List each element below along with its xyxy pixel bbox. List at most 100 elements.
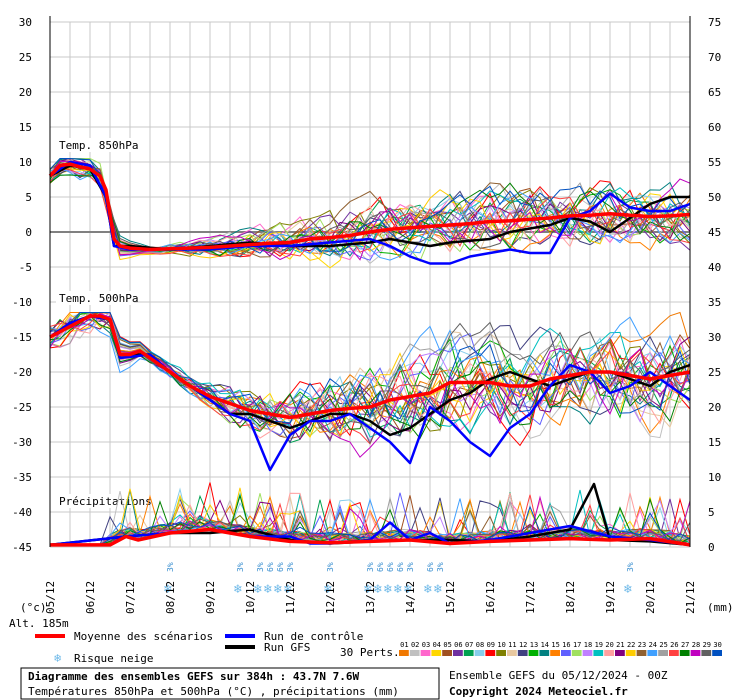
perturbation-swatch bbox=[485, 650, 496, 656]
perturbation-swatch bbox=[442, 650, 452, 656]
snow-risk-percent: 6% bbox=[276, 562, 285, 572]
snow-risk-percent: 3% bbox=[626, 562, 635, 572]
snowflake-icon: ❄ bbox=[423, 582, 432, 597]
left-tick-label: -10 bbox=[12, 296, 32, 309]
member-30-precip-line bbox=[50, 505, 691, 546]
perturbation-swatch bbox=[582, 650, 593, 656]
perturbation-swatch bbox=[507, 650, 517, 656]
snowflake-icon: ❄ bbox=[363, 582, 372, 597]
right-tick-label: 15 bbox=[708, 436, 721, 449]
left-tick-label: 30 bbox=[19, 16, 32, 29]
perturbation-swatch bbox=[625, 650, 636, 656]
mean-temp850-line bbox=[48, 162, 691, 252]
perturbation-code: 04 bbox=[433, 641, 441, 649]
perturbation-code: 12 bbox=[519, 641, 527, 649]
left-tick-label: 15 bbox=[19, 121, 32, 134]
perturbation-code: 25 bbox=[659, 641, 667, 649]
snow-risk-percent: 3% bbox=[256, 562, 265, 572]
snowflake-icon: ❄ bbox=[263, 582, 272, 597]
legend-mean-label: Moyenne des scénarios bbox=[74, 630, 213, 643]
left-tick-label: 25 bbox=[19, 51, 32, 64]
right-tick-label: 20 bbox=[708, 401, 721, 414]
left-tick-label: -15 bbox=[12, 331, 32, 344]
chart-title: Diagramme des ensembles GEFS sur 384h : … bbox=[28, 670, 360, 683]
perturbation-code: 29 bbox=[703, 641, 711, 649]
perturbation-swatch bbox=[636, 650, 647, 656]
left-tick-label: 20 bbox=[19, 86, 32, 99]
perturbation-swatch bbox=[561, 650, 571, 656]
mean-precip-line bbox=[50, 527, 691, 547]
perturbation-code: 07 bbox=[465, 641, 473, 649]
perturbation-code: 08 bbox=[476, 641, 484, 649]
panel-label-temp500: Temp. 500hPa bbox=[59, 292, 138, 305]
right-tick-label: 0 bbox=[708, 541, 715, 554]
right-tick-label: 45 bbox=[708, 226, 721, 239]
perturbation-code: 13 bbox=[530, 641, 538, 649]
left-tick-label: -45 bbox=[12, 541, 32, 554]
x-date-label: 10/12 bbox=[244, 581, 257, 614]
right-tick-label: 50 bbox=[708, 191, 721, 204]
perturbation-swatch bbox=[658, 650, 668, 656]
perturbation-swatch bbox=[528, 650, 539, 656]
perturbation-code: 14 bbox=[541, 641, 549, 649]
perturbation-code: 03 bbox=[422, 641, 430, 649]
snowflake-icon: ❄ bbox=[403, 582, 412, 597]
perturbation-swatch bbox=[701, 650, 712, 656]
snowflake-icon: ❄ bbox=[393, 582, 402, 597]
x-date-label: 16/12 bbox=[484, 581, 497, 614]
perturbation-code: 20 bbox=[605, 641, 613, 649]
right-tick-label: 70 bbox=[708, 51, 721, 64]
snow-risk-percent: 6% bbox=[426, 562, 435, 572]
perturbation-swatch bbox=[517, 650, 528, 656]
altitude-label: Alt. 185m bbox=[9, 617, 69, 630]
perturbation-code: 30 bbox=[713, 641, 721, 649]
snowflake-icon: ❄ bbox=[373, 582, 382, 597]
precip-label-bg bbox=[56, 494, 148, 508]
chart-subtitle: Températures 850hPa et 500hPa (°C) , pré… bbox=[28, 685, 399, 698]
x-date-label: 20/12 bbox=[644, 581, 657, 614]
perturbation-swatch bbox=[690, 650, 701, 656]
main-series bbox=[48, 160, 691, 547]
legend-snow-label: Risque neige bbox=[74, 652, 153, 665]
perturbation-swatch bbox=[712, 650, 722, 656]
perturbation-swatch bbox=[420, 650, 431, 656]
snowflake-icon: ❄ bbox=[283, 582, 292, 597]
perturbation-code: 15 bbox=[551, 641, 559, 649]
snow-risk-percent: 3% bbox=[366, 562, 375, 572]
legend-control-label: Run de contrôle bbox=[264, 630, 363, 643]
panel-label-temp850: Temp. 850hPa bbox=[59, 139, 138, 152]
snow-risk-percent: 6% bbox=[376, 562, 385, 572]
perturbation-code: 05 bbox=[443, 641, 451, 649]
x-date-label: 19/12 bbox=[604, 581, 617, 614]
perturbation-swatch bbox=[669, 650, 679, 656]
left-tick-label: -20 bbox=[12, 366, 32, 379]
right-tick-label: 65 bbox=[708, 86, 721, 99]
snow-risk-percent: 3% bbox=[326, 562, 335, 572]
temp500-label-bg bbox=[56, 291, 134, 305]
snow-risk-markers: 3% ❄ 3% ❄ 3% ❄ 6% ❄ 6% ❄ 3% ❄ 3% ❄ 3% ❄ 6% ❄ 6% ❄ 6% ❄ 3% ❄ 6% ❄ 3… bbox=[163, 562, 635, 597]
snow-risk-percent: 3% bbox=[406, 562, 415, 572]
perturbation-code: 21 bbox=[616, 641, 624, 649]
left-tick-label: -40 bbox=[12, 506, 32, 519]
perturbation-swatch bbox=[496, 650, 506, 656]
perturbation-swatch bbox=[409, 650, 420, 656]
member-14-temp500-line bbox=[49, 318, 691, 435]
grid bbox=[49, 21, 690, 548]
temp850-label-bg bbox=[56, 138, 134, 152]
perturbation-swatch bbox=[615, 650, 625, 656]
x-date-label: 08/12 bbox=[164, 581, 177, 614]
perturbation-swatch bbox=[571, 650, 582, 656]
snow-risk-percent: 6% bbox=[386, 562, 395, 572]
snowflake-icon: ❄ bbox=[253, 582, 262, 597]
x-date-label: 11/12 bbox=[284, 581, 297, 614]
snowflake-icon: ❄ bbox=[623, 582, 632, 597]
left-unit-label: (°c) bbox=[20, 601, 47, 614]
x-date-label: 18/12 bbox=[564, 581, 577, 614]
right-unit-label: (mm) bbox=[707, 601, 734, 614]
member-24-precip-line bbox=[50, 497, 691, 546]
x-date-label: 05/12 bbox=[44, 581, 57, 614]
copyright: Copyright 2024 Meteociel.fr bbox=[449, 685, 628, 698]
snow-risk-percent: 3% bbox=[286, 562, 295, 572]
left-tick-label: 0 bbox=[25, 226, 32, 239]
perturbation-swatch bbox=[474, 650, 485, 656]
